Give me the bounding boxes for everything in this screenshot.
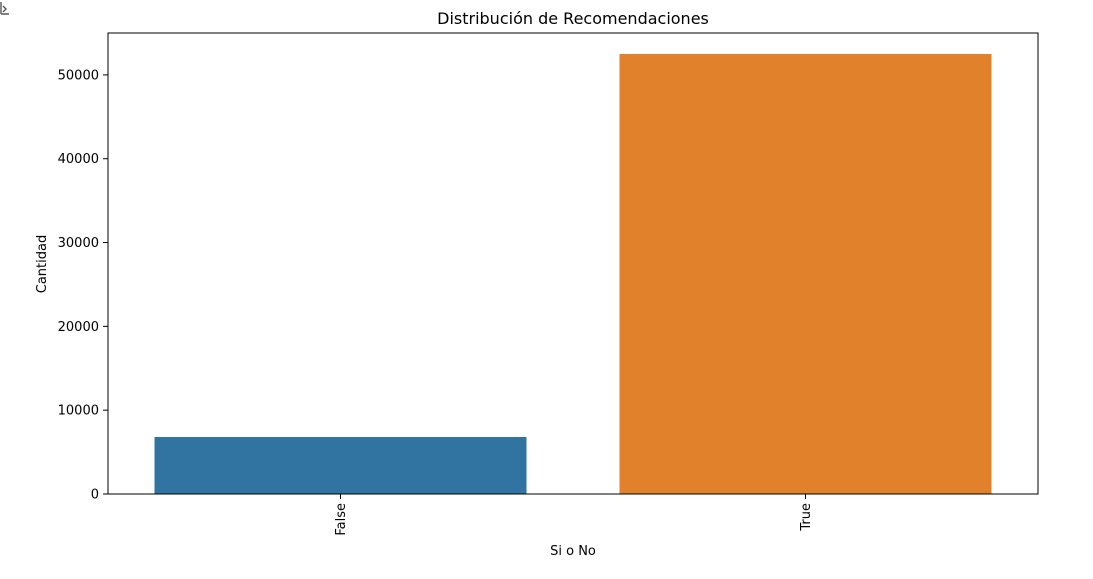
- y-tick-label: 40000: [58, 152, 99, 167]
- y-tick-label: 30000: [58, 236, 99, 251]
- x-axis-ticks: False True: [334, 494, 814, 536]
- x-tick-label: False: [334, 503, 349, 536]
- y-axis-ticks: 0 10000 20000 30000 40000 50000: [58, 68, 108, 503]
- bar-false: [154, 437, 527, 494]
- plot-frame: [107, 32, 1039, 495]
- output-expand-icon[interactable]: [0, 0, 12, 20]
- y-tick-label: 20000: [58, 320, 99, 335]
- y-tick-label: 0: [91, 488, 99, 503]
- bar-true: [619, 53, 992, 495]
- bars: [154, 53, 992, 495]
- x-tick-label: True: [799, 503, 814, 532]
- chart-title: Distribución de Recomendaciones: [437, 9, 709, 28]
- y-tick-label: 10000: [58, 404, 99, 419]
- y-tick-label: 50000: [58, 68, 99, 83]
- y-axis-label: Cantidad: [35, 235, 50, 293]
- x-axis-label: Si o No: [550, 544, 596, 559]
